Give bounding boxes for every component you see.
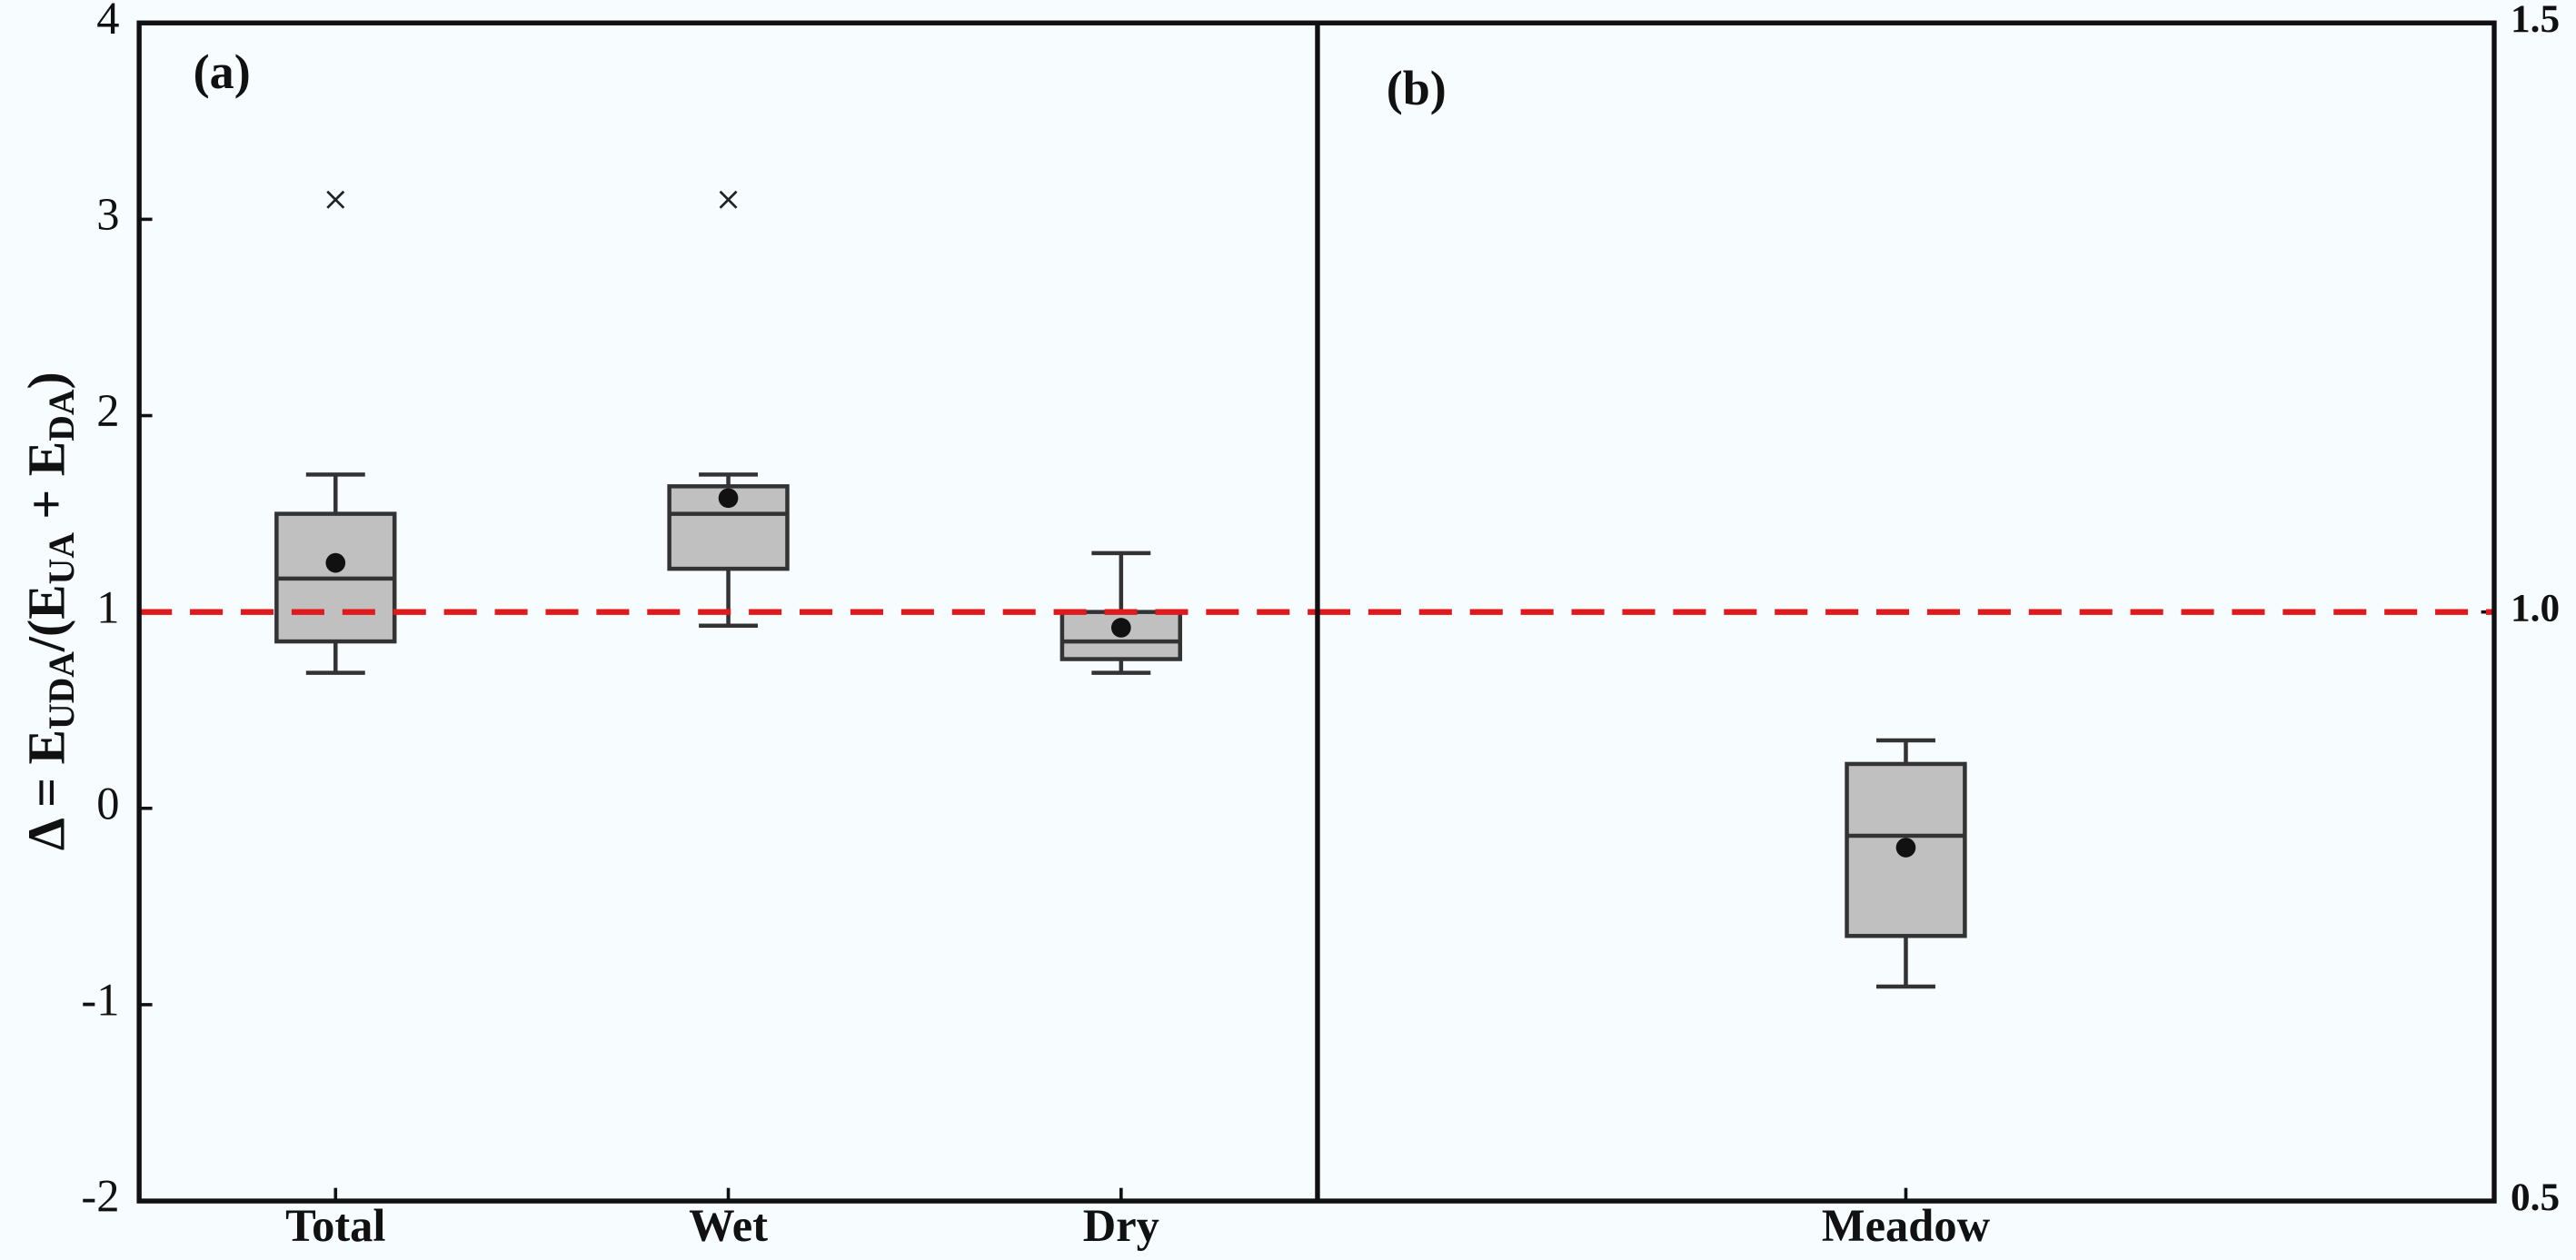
- y-axis-label-part: UA: [42, 532, 82, 585]
- y-tick-label: 2: [96, 385, 119, 436]
- y-tick-label: -1: [81, 975, 119, 1026]
- y-tick-label: 1.0: [2511, 587, 2560, 630]
- y-axis-label-part: Δ = E: [19, 729, 76, 850]
- mean: [1895, 838, 1916, 858]
- y-tick-label: 1.5: [2511, 0, 2560, 41]
- y-axis-label-part: UDA: [42, 651, 82, 729]
- y-tick-label: -2: [81, 1171, 119, 1222]
- y-axis-label-part: + E: [19, 441, 76, 532]
- y-axis-label-part: ): [19, 372, 76, 389]
- mean: [718, 488, 739, 509]
- panel-label: (a): [194, 45, 251, 99]
- x-tick-label: Dry: [1083, 1200, 1159, 1251]
- x-tick-label: Meadow: [1822, 1200, 1991, 1251]
- y-tick-label: 4: [96, 0, 119, 44]
- x-tick-label: Wet: [689, 1200, 768, 1251]
- y-axis-label: Δ = EUDA/(EUA + EDA): [19, 372, 82, 850]
- outlier: [719, 190, 738, 209]
- outlier: [326, 190, 345, 209]
- y-tick-label: 0: [96, 778, 119, 828]
- background: [3, 0, 2573, 1260]
- box: [1845, 761, 1967, 938]
- y-axis-label-part: /(E: [19, 584, 76, 652]
- y-tick-label: 3: [96, 189, 119, 240]
- panel-label: (b): [1387, 61, 1447, 115]
- mean: [1111, 618, 1131, 638]
- y-axis-label-part: DA: [42, 389, 82, 441]
- x-tick-label: Total: [285, 1200, 385, 1251]
- y-tick-label: 0.5: [2511, 1176, 2560, 1219]
- mean: [325, 552, 346, 573]
- y-tick-label: 1: [96, 581, 119, 632]
